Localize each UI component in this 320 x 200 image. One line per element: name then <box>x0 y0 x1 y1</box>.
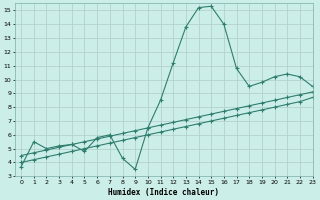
X-axis label: Humidex (Indice chaleur): Humidex (Indice chaleur) <box>108 188 219 197</box>
